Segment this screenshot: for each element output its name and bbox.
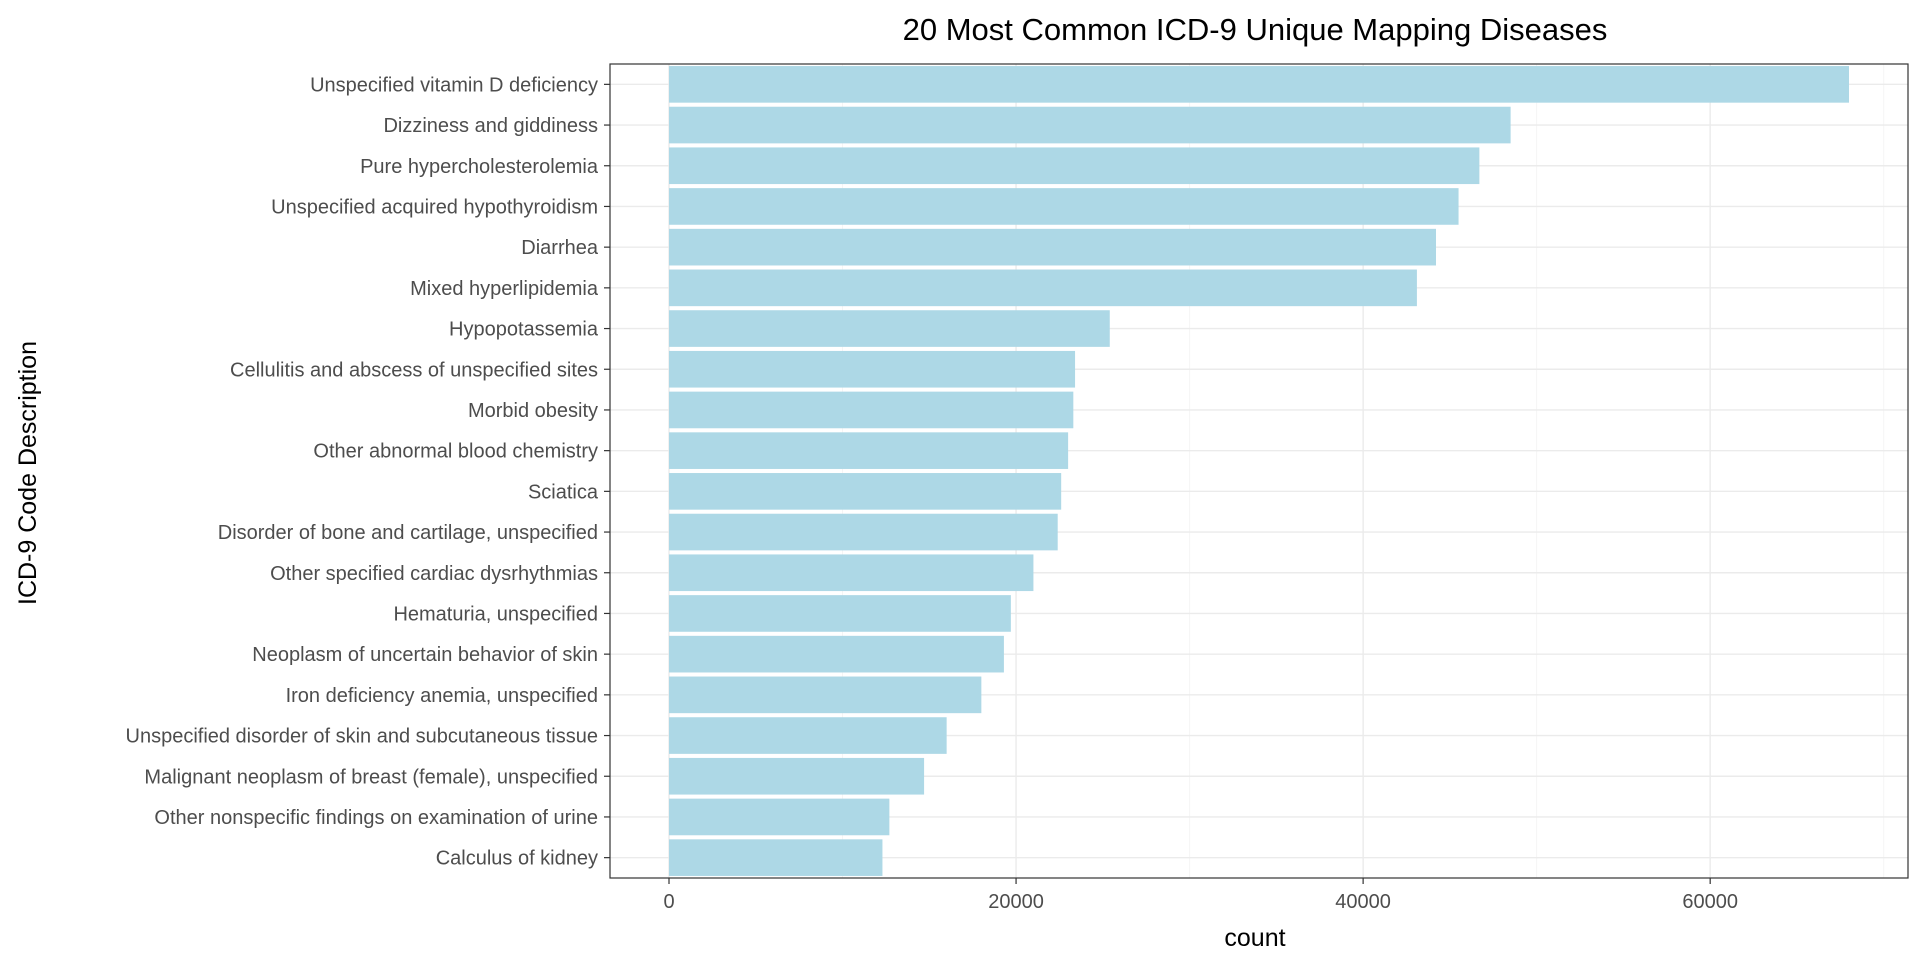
chart-title: 20 Most Common ICD-9 Unique Mapping Dise… bbox=[903, 12, 1608, 47]
bar bbox=[669, 757, 925, 795]
y-tick-label: Disorder of bone and cartilage, unspecif… bbox=[218, 522, 598, 544]
y-tick-label: Unspecified acquired hypothyroidism bbox=[271, 196, 598, 218]
bar bbox=[669, 228, 1436, 266]
bar bbox=[669, 717, 947, 754]
bar bbox=[669, 188, 1459, 225]
grid-lines bbox=[610, 64, 1908, 878]
bar bbox=[669, 391, 1074, 429]
y-tick-label: Unspecified vitamin D deficiency bbox=[310, 74, 598, 96]
bar bbox=[669, 66, 1849, 103]
bar bbox=[669, 147, 1480, 185]
bar bbox=[669, 676, 982, 714]
bar bbox=[669, 595, 1011, 632]
x-tick-label: 0 bbox=[663, 891, 674, 913]
y-tick-label: Unspecified disorder of skin and subcuta… bbox=[126, 726, 599, 748]
panel-border bbox=[609, 63, 1909, 879]
y-tick-label: Iron deficiency anemia, unspecified bbox=[286, 685, 598, 707]
x-tick-label: 60000 bbox=[1682, 891, 1738, 913]
y-tick-label: Neoplasm of uncertain behavior of skin bbox=[252, 644, 598, 666]
y-tick-label: Hypopotassemia bbox=[449, 319, 599, 341]
bar bbox=[669, 432, 1069, 469]
y-tick-label: Other specified cardiac dysrhythmias bbox=[270, 563, 598, 585]
bar bbox=[669, 269, 1417, 307]
y-axis-ticks: Unspecified vitamin D deficiency Dizzines… bbox=[126, 74, 610, 870]
y-tick-label: Calculus of kidney bbox=[436, 848, 598, 870]
y-tick-label: Hematuria, unspecified bbox=[393, 603, 598, 625]
y-tick-label: Other nonspecific findings on examinatio… bbox=[154, 807, 598, 829]
bar bbox=[669, 554, 1034, 592]
y-tick-label: Pure hypercholesterolemia bbox=[360, 156, 599, 178]
y-axis-title: ICD-9 Code Description bbox=[14, 341, 42, 605]
bar bbox=[669, 106, 1511, 144]
y-tick-label: Sciatica bbox=[528, 481, 599, 503]
bar bbox=[669, 839, 883, 876]
bar bbox=[669, 513, 1058, 551]
y-tick-label: Dizziness and giddiness bbox=[383, 115, 598, 137]
bar bbox=[669, 798, 890, 836]
bar bbox=[669, 635, 1004, 673]
bar bbox=[669, 310, 1110, 347]
y-tick-label: Mixed hyperlipidemia bbox=[410, 278, 599, 300]
bars bbox=[669, 66, 1849, 876]
y-tick-label: Cellulitis and abscess of unspecified si… bbox=[230, 359, 598, 381]
bar bbox=[669, 473, 1062, 510]
y-tick-label: Diarrhea bbox=[521, 237, 599, 259]
bar bbox=[669, 350, 1076, 388]
y-tick-label: Other abnormal blood chemistry bbox=[313, 441, 598, 463]
x-tick-label: 40000 bbox=[1335, 891, 1391, 913]
y-tick-label: Malignant neoplasm of breast (female), u… bbox=[144, 766, 598, 788]
x-axis-title: count bbox=[1224, 924, 1285, 952]
x-axis-ticks: 0 20000 40000 60000 bbox=[663, 878, 1738, 913]
x-tick-label: 20000 bbox=[988, 891, 1044, 913]
y-tick-label: Morbid obesity bbox=[468, 400, 598, 422]
